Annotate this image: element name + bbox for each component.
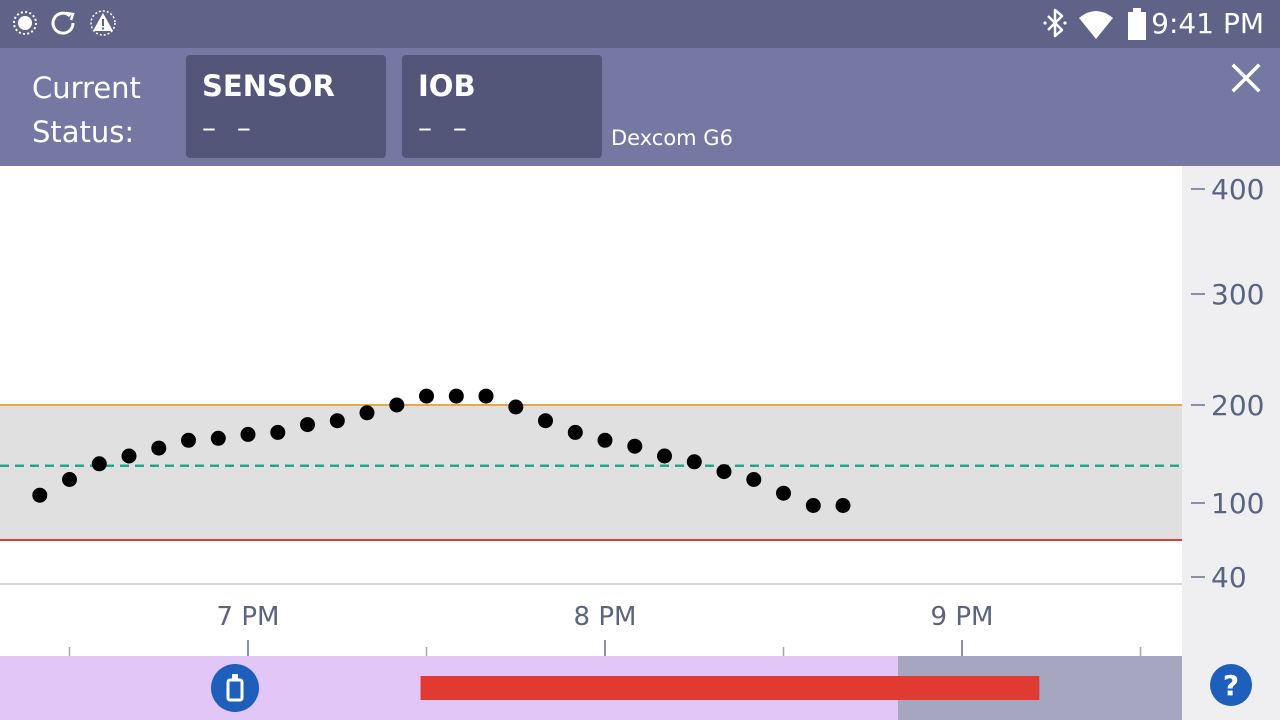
time-axis-area xyxy=(0,586,1182,656)
sensor-tile[interactable]: SENSOR – – xyxy=(186,55,386,158)
x-tick-label: 7 PM xyxy=(217,602,280,632)
x-axis-ticks: 7 PM 8 PM 9 PM xyxy=(68,602,1142,656)
reading-dot xyxy=(478,388,494,404)
reading-dot xyxy=(32,487,48,503)
reading-dot xyxy=(419,388,434,404)
reading-dot xyxy=(359,405,375,421)
status-bar: 9:41 PM xyxy=(0,0,1280,48)
y-axis-ticks: 400 300 200 100 40 xyxy=(1191,173,1264,594)
x-tick-label: 9 PM xyxy=(931,602,994,632)
reading-dot xyxy=(240,426,256,442)
current-status-header: Current Status: SENSOR – – IOB – – Dexco… xyxy=(0,48,1280,166)
reading-dot xyxy=(151,440,167,456)
clock: 9:41 PM xyxy=(1151,7,1264,40)
suspension-bar xyxy=(420,676,1040,700)
reading-dot xyxy=(716,464,732,480)
reading-dot xyxy=(91,456,107,472)
reading-dot xyxy=(627,438,643,454)
wifi-icon xyxy=(1079,11,1113,39)
reading-dot xyxy=(657,448,672,464)
reading-dot xyxy=(329,413,345,429)
reading-dot xyxy=(62,472,77,487)
reading-dots xyxy=(32,388,851,513)
brightness-icon xyxy=(13,11,37,35)
device-name: Dexcom G6 xyxy=(611,126,733,150)
y-tick-label: 400 xyxy=(1211,173,1264,206)
reading-dot xyxy=(746,472,762,487)
iob-title: IOB xyxy=(418,69,476,103)
y-tick-label: 100 xyxy=(1211,487,1264,520)
y-tick-label: 40 xyxy=(1211,561,1247,594)
sensor-title: SENSOR xyxy=(202,69,335,103)
reading-dot xyxy=(686,454,702,470)
sensor-value: – – xyxy=(202,111,257,144)
reading-dot xyxy=(567,424,583,440)
iob-value: – – xyxy=(418,111,473,144)
reading-dot xyxy=(210,430,226,446)
x-tick-label: 8 PM xyxy=(574,602,637,632)
reading-dot xyxy=(389,397,405,413)
reading-dot xyxy=(805,498,821,513)
insulin-cartridge-icon[interactable] xyxy=(211,664,259,712)
reading-dot xyxy=(835,498,851,513)
reading-dot xyxy=(181,432,196,448)
y-tick-label: 200 xyxy=(1211,389,1264,422)
y-tick-label: 300 xyxy=(1211,278,1264,311)
reading-dot xyxy=(508,399,524,415)
current-status-label: Current Status: xyxy=(32,66,141,154)
y-axis-panel xyxy=(1182,166,1280,720)
reading-dot xyxy=(776,485,791,501)
close-icon[interactable] xyxy=(1226,58,1266,98)
reading-dot xyxy=(448,388,464,404)
iob-tile[interactable]: IOB – – xyxy=(402,55,602,158)
reading-dot xyxy=(121,448,137,464)
battery-icon xyxy=(1128,8,1146,40)
svg-text:?: ? xyxy=(1223,669,1239,702)
current-status-line2: Status: xyxy=(32,115,135,149)
alert-icon xyxy=(90,10,116,36)
reading-dot xyxy=(597,432,613,448)
reading-dot xyxy=(538,413,553,429)
current-status-line1: Current xyxy=(32,71,141,105)
help-icon[interactable]: ? xyxy=(1210,664,1252,706)
reading-dot xyxy=(300,417,315,433)
reading-dot xyxy=(270,424,286,440)
target-range-band xyxy=(0,405,1182,540)
refresh-icon xyxy=(51,11,75,35)
bluetooth-icon xyxy=(1043,8,1067,38)
glucose-chart: 400 300 200 100 40 7 PM 8 PM 9 PM xyxy=(0,166,1264,720)
